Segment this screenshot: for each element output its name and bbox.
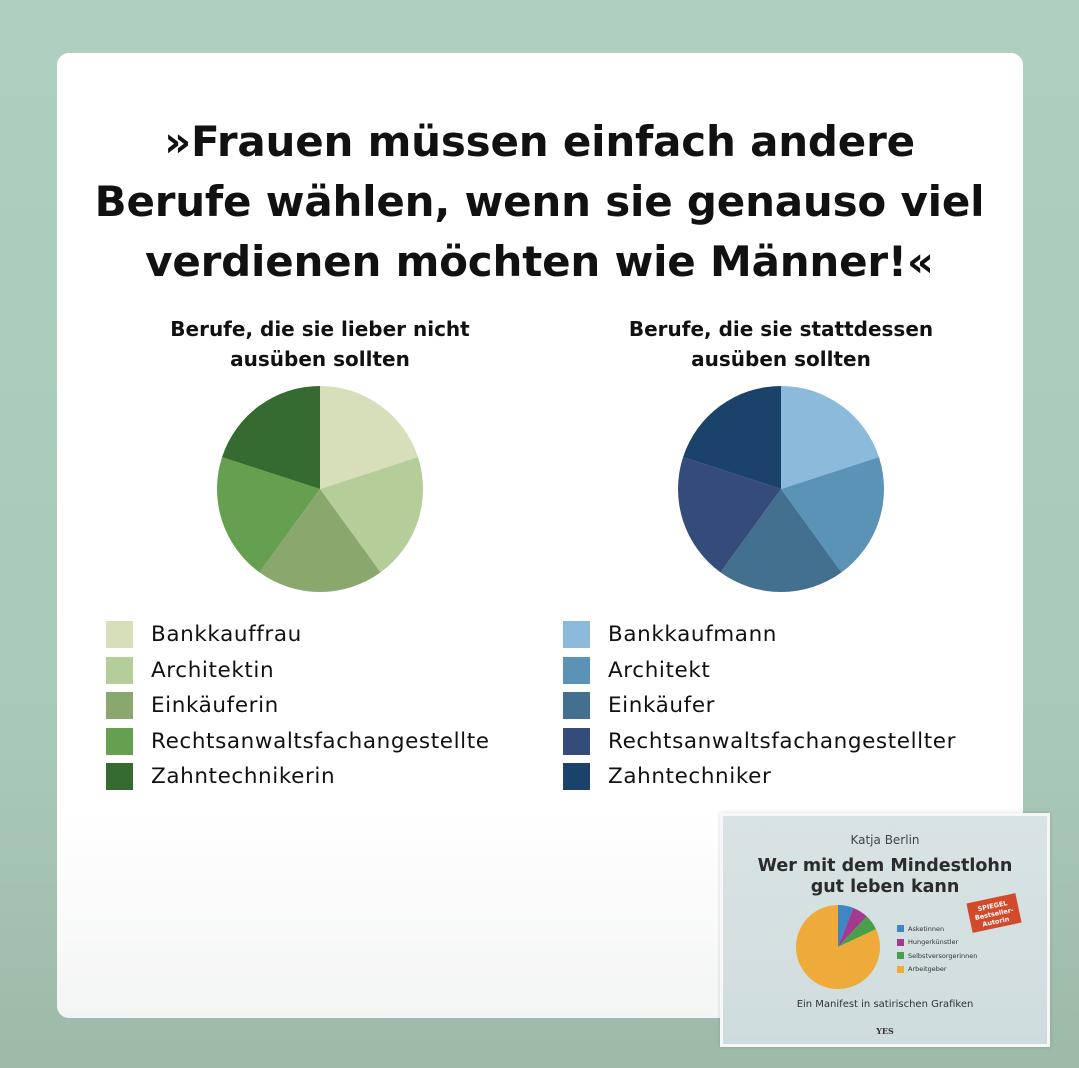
legend-left-swatch: [106, 727, 133, 755]
book-legend-swatch: [897, 925, 904, 933]
legend-right-swatch: [563, 621, 590, 649]
pie-right-slice-5: [683, 386, 781, 489]
chart-title-right-line-1: Berufe, die sie stattdessen: [628, 317, 934, 341]
book-pie-slice-3: [838, 916, 877, 947]
legend-left-label: Einkäuferin: [151, 693, 279, 719]
book-pie-legend: Asketinnen Hungerkünstler Selbstversorgeri…: [897, 922, 977, 976]
legend-left-item: Bankkauffrau: [106, 617, 490, 653]
book-legend-item: Asketinnen: [897, 922, 977, 936]
legend-right-item: Einkäufer: [563, 688, 956, 724]
pie-right-slice-4: [678, 457, 781, 573]
pie-left-slice-4: [217, 457, 320, 573]
legend-left-item: Einkäuferin: [106, 688, 490, 724]
legend-right-item: Architekt: [563, 653, 956, 689]
book-legend-swatch: [897, 952, 904, 960]
legend-left-swatch: [106, 763, 133, 791]
book-legend-label: Selbstversorgerinnen: [908, 951, 978, 960]
book-legend-label: Asketinnen: [908, 924, 945, 933]
legend-left-swatch: [106, 621, 133, 649]
book-title-line-1: Wer mit dem Mindestlohn: [757, 856, 1013, 876]
legend-left: Bankkauffrau Architektin Einkäuferin Rechts…: [106, 617, 490, 795]
book-pie-chart: [796, 905, 880, 989]
legend-left-label: Zahntechnikerin: [151, 764, 336, 790]
book-legend-item: Selbstversorgerinnen: [897, 949, 977, 963]
pie-left-slice-1: [320, 386, 418, 489]
book-legend-swatch: [897, 938, 904, 946]
book-publisher-logo: YES: [876, 1026, 894, 1036]
book-legend-label: Hungerkünstler: [908, 938, 959, 947]
pie-right-slice-2: [781, 457, 884, 573]
legend-right-item: Zahntechniker: [563, 759, 956, 795]
legend-right-swatch: [563, 727, 590, 755]
legend-right-item: Rechtsanwaltsfachangestellter: [563, 724, 956, 760]
legend-left-item: Architektin: [106, 653, 490, 689]
book-legend-label: Arbeitgeber: [908, 965, 947, 974]
headline-line-2: Berufe wählen, wenn sie genauso viel: [94, 177, 985, 226]
legend-right-label: Rechtsanwaltsfachangestellter: [608, 728, 957, 754]
pie-left-slice-5: [222, 386, 320, 489]
pie-right-slice-1: [781, 386, 879, 489]
legend-right-swatch: [563, 763, 590, 791]
pie-chart-left: [217, 386, 423, 592]
chart-title-left-line-2: ausüben sollten: [230, 347, 410, 371]
pie-left-slice-3: [259, 489, 381, 592]
book-author: Katja Berlin: [850, 833, 920, 847]
legend-right: Bankkaufmann Architekt Einkäufer Rechtsanwa…: [563, 617, 956, 795]
chart-title-right: Berufe, die sie stattdessen ausüben soll…: [571, 314, 991, 374]
book-subtitle: Ein Manifest in satirischen Grafiken: [796, 999, 974, 1010]
book-legend-item: Arbeitgeber: [897, 963, 977, 977]
pie-chart-right: [678, 386, 884, 592]
legend-right-label: Zahntechniker: [608, 764, 772, 790]
legend-right-swatch: [563, 692, 590, 720]
legend-right-label: Bankkaufmann: [608, 622, 778, 648]
legend-left-label: Architektin: [151, 657, 275, 683]
chart-title-left: Berufe, die sie lieber nicht ausüben sol…: [110, 314, 530, 374]
legend-left-label: Rechtsanwaltsfachangestellte: [151, 728, 490, 754]
book-cover: Katja Berlin Wer mit dem Mindestlohn gut…: [720, 813, 1050, 1047]
pie-left-slice-2: [320, 457, 423, 573]
legend-right-swatch: [563, 656, 590, 684]
headline-line-3: verdienen möchten wie Männer!«: [145, 237, 934, 286]
pie-right-slice-3: [720, 489, 842, 592]
book-title-line-2: gut leben kann: [810, 877, 960, 897]
headline: »Frauen müssen einfach andere Berufe wäh…: [0, 112, 1079, 292]
headline-line-1: »Frauen müssen einfach andere: [164, 117, 915, 166]
legend-right-item: Bankkaufmann: [563, 617, 956, 653]
legend-left-swatch: [106, 656, 133, 684]
legend-left-item: Zahntechnikerin: [106, 759, 490, 795]
book-title: Wer mit dem Mindestlohn gut leben kann: [723, 856, 1047, 898]
book-pie-slice-2: [838, 907, 867, 947]
book-pie-slice-1: [838, 905, 854, 947]
legend-right-label: Architekt: [608, 657, 711, 683]
book-legend-swatch: [897, 965, 904, 973]
chart-title-left-line-1: Berufe, die sie lieber nicht: [170, 317, 470, 341]
legend-left-swatch: [106, 692, 133, 720]
chart-title-right-line-2: ausüben sollten: [691, 347, 871, 371]
legend-left-label: Bankkauffrau: [151, 622, 302, 648]
legend-left-item: Rechtsanwaltsfachangestellte: [106, 724, 490, 760]
book-pie-slice-4: [796, 905, 880, 989]
book-legend-item: Hungerkünstler: [897, 936, 977, 950]
legend-right-label: Einkäufer: [608, 693, 716, 719]
